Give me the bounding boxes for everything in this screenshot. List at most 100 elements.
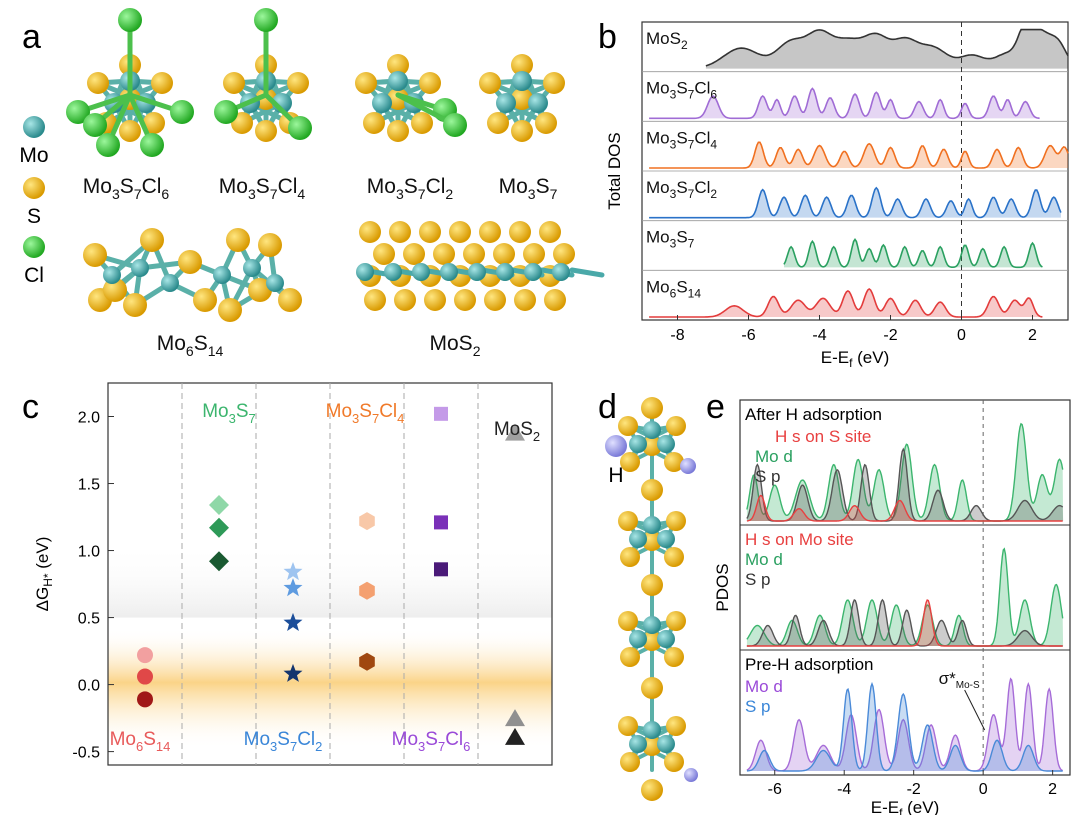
molecule-structures xyxy=(66,8,605,322)
atom xyxy=(278,288,302,312)
atom xyxy=(355,72,377,94)
atom xyxy=(643,721,661,739)
legend-s-p: S p xyxy=(745,697,771,716)
atom xyxy=(629,530,647,548)
structure-label: Mo3​S7​Cl2​ xyxy=(367,175,454,202)
structure-label: Mo6​S14​ xyxy=(157,332,224,359)
atom xyxy=(643,516,661,534)
legend-label: Mo xyxy=(19,144,48,167)
atom xyxy=(258,233,282,257)
dos-line-Mo3S7 xyxy=(783,237,1043,269)
annotation-arrow xyxy=(964,689,986,731)
atom xyxy=(528,93,548,113)
plot-frame xyxy=(739,399,1071,776)
series-label-Mo3S7Cl2: Mo3​S7​Cl2​ xyxy=(646,178,717,201)
y-axis-label: Total DOS xyxy=(605,132,624,209)
atom xyxy=(666,611,686,631)
pdos-fill-S p xyxy=(746,683,1064,771)
series-label-Mo3S7Cl4: Mo3​S7​Cl4​ xyxy=(646,128,717,151)
pdos-fill-Mo d xyxy=(746,423,1064,521)
x-tick-label: 2 xyxy=(1048,781,1057,798)
atom xyxy=(213,266,231,284)
legend-s-p: S p xyxy=(745,570,771,589)
atom xyxy=(552,263,570,281)
group-label-Mo3S7Cl4: Mo3​S7​Cl4​ xyxy=(326,401,405,426)
atom xyxy=(433,243,455,265)
pdos-fill-S p xyxy=(746,449,1064,521)
atom xyxy=(544,289,566,311)
atom xyxy=(214,100,238,124)
atom xyxy=(384,263,402,281)
atom xyxy=(618,511,638,531)
atom xyxy=(666,416,686,436)
panel-label-a: a xyxy=(22,18,41,56)
atom xyxy=(657,630,675,648)
y-tick-label: 2.0 xyxy=(78,410,100,427)
atom xyxy=(643,616,661,634)
atom xyxy=(243,259,261,277)
atom xyxy=(193,288,217,312)
atom xyxy=(493,243,515,265)
atom xyxy=(479,72,501,94)
atom xyxy=(266,274,284,292)
sigma-annotation: σ*Mo-S xyxy=(939,669,980,691)
free-energy-chart: Mo6​S14​ Mo3​S7​ Mo3​S7​Cl2​ Mo3​S7​Cl4​ Mo3… xyxy=(33,382,553,766)
data-point xyxy=(505,709,525,727)
atom xyxy=(629,630,647,648)
structure-label: MoS2​ xyxy=(430,332,481,359)
pdos-line-Mo d xyxy=(746,547,1064,647)
atom xyxy=(511,88,533,110)
panel-label-b: b xyxy=(598,18,617,56)
pdos-line-H s on Mo site xyxy=(746,599,1063,647)
atom xyxy=(454,289,476,311)
atom xyxy=(618,611,638,631)
atom xyxy=(87,72,109,94)
atom xyxy=(387,54,409,76)
subpanel-title: Pre-H adsorption xyxy=(745,655,874,674)
x-tick-label: -4 xyxy=(812,327,826,344)
atom xyxy=(524,263,542,281)
legend-mo-d: Mo d xyxy=(745,677,783,696)
atom xyxy=(629,735,647,753)
atom xyxy=(680,458,696,474)
data-point xyxy=(434,562,448,577)
total-dos-chart: MoS2​ Mo3​S7​Cl6​ Mo3​S7​Cl4​ Mo3​S7​Cl2​ Mo… xyxy=(605,21,1069,370)
pdos-line-S p xyxy=(746,681,1063,772)
atom xyxy=(170,100,194,124)
atom xyxy=(140,228,164,252)
panel-label-d: d xyxy=(598,388,617,426)
atom xyxy=(254,8,278,32)
atom xyxy=(479,221,501,243)
legend-mo-d: Mo d xyxy=(755,447,793,466)
legend-label: S xyxy=(27,205,41,228)
atom xyxy=(443,113,467,137)
atom xyxy=(96,133,120,157)
atom-s-icon xyxy=(23,177,45,199)
structure-label: Mo3​S7​Cl6​ xyxy=(83,175,170,202)
atom xyxy=(468,263,486,281)
y-axis-label: ΔGH* (eV) xyxy=(33,537,55,612)
atom xyxy=(287,72,309,94)
atom xyxy=(666,716,686,736)
atom xyxy=(103,266,121,284)
atom xyxy=(641,479,663,501)
data-point xyxy=(137,691,153,708)
atom xyxy=(642,736,662,756)
atom xyxy=(66,100,90,124)
pdos-line-H s on S site xyxy=(746,494,1063,522)
atom xyxy=(103,278,127,302)
atom xyxy=(605,435,627,457)
data-point xyxy=(434,515,448,530)
data-point xyxy=(359,581,375,600)
molecule-labels: Mo3​S7​Cl6​ Mo3​S7​Cl4​ Mo3​S7​Cl2​ Mo3​S7​… xyxy=(83,175,558,359)
atom xyxy=(140,133,164,157)
atom xyxy=(359,221,381,243)
atom xyxy=(178,250,202,274)
dos-fill-Mo3S7Cl4 xyxy=(649,142,1068,168)
x-tick-label: 0 xyxy=(979,781,988,798)
atom xyxy=(119,120,141,142)
group-label-Mo6S14: Mo6​S14​ xyxy=(110,729,171,754)
series-label-Mo3S7Cl6: Mo3​S7​Cl6​ xyxy=(646,79,717,102)
x-tick-label: -6 xyxy=(741,327,755,344)
atom xyxy=(373,243,395,265)
